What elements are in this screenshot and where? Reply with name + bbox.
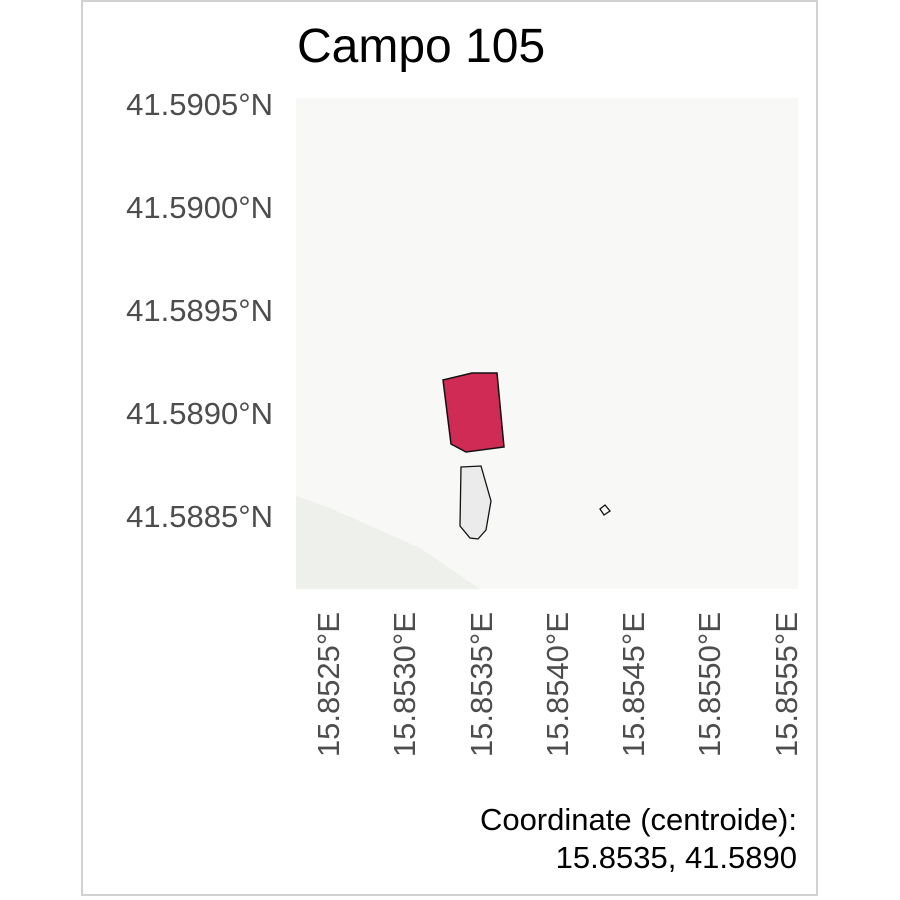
y-tick-label: 41.5885°N xyxy=(126,499,273,534)
map-title: Campo 105 xyxy=(297,20,545,73)
small-parcel[interactable] xyxy=(599,504,611,516)
x-tick-label: 15.8540°E xyxy=(540,612,575,757)
map-background xyxy=(296,98,798,589)
y-tick-label: 41.5895°N xyxy=(126,293,273,328)
y-axis-labels: 41.5905°N 41.5900°N 41.5895°N 41.5890°N … xyxy=(126,87,273,534)
x-axis-labels: 15.8525°E 15.8530°E 15.8535°E 15.8540°E … xyxy=(311,612,804,757)
x-tick-label: 15.8550°E xyxy=(692,612,727,757)
x-tick-label: 15.8555°E xyxy=(769,612,804,757)
x-tick-label: 15.8525°E xyxy=(311,612,346,757)
caption-line-2: 15.8535, 41.5890 xyxy=(556,840,797,875)
y-tick-label: 41.5905°N xyxy=(126,87,273,122)
centroid-caption: Coordinate (centroide): 15.8535, 41.5890 xyxy=(480,802,797,875)
x-tick-label: 15.8545°E xyxy=(616,612,651,757)
lower-left-area xyxy=(296,496,480,589)
y-tick-label: 41.5890°N xyxy=(126,396,273,431)
map-panel xyxy=(296,98,798,589)
highlighted-field[interactable] xyxy=(442,372,505,453)
y-tick-label: 41.5900°N xyxy=(126,190,273,225)
x-tick-label: 15.8530°E xyxy=(387,612,422,757)
neighbor-field[interactable] xyxy=(459,465,492,540)
caption-line-1: Coordinate (centroide): xyxy=(480,802,797,837)
x-tick-label: 15.8535°E xyxy=(464,612,499,757)
